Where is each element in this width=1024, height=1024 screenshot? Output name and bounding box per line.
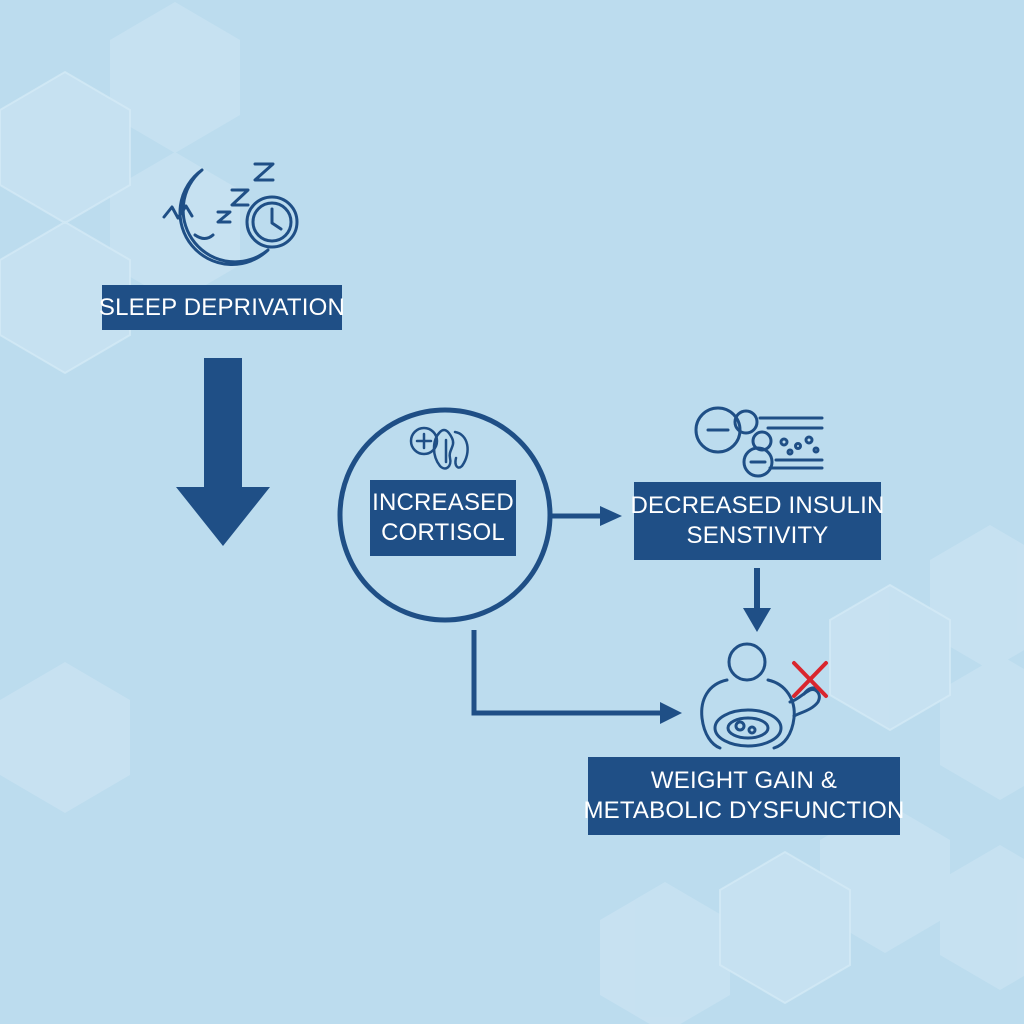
- overweight-person-icon: [700, 642, 821, 750]
- insulin-line-2: SENSTIVITY: [686, 522, 829, 549]
- increased-cortisol-label: INCREASED CORTISOL: [370, 480, 516, 556]
- cortisol-line-2: CORTISOL: [381, 519, 505, 546]
- weight-line-2: METABOLIC DYSFUNCTION: [583, 797, 905, 824]
- weight-line-1: WEIGHT GAIN &: [650, 767, 838, 794]
- adrenal-gland-icon: [409, 426, 469, 470]
- edge-insulin-to-weight-arrow: [743, 568, 771, 632]
- edge-cortisol-to-weight-arrow: [471, 630, 682, 724]
- weight-gain-label: WEIGHT GAIN & METABOLIC DYSFUNCTION: [583, 757, 904, 835]
- insulin-receptor-blood-vessel-icon: [694, 406, 824, 478]
- sleep-deprivation-label: SLEEP DEPRIVATION: [98, 285, 346, 330]
- edge-cortisol-to-insulin-arrow: [552, 506, 622, 526]
- decreased-insulin-label: DECREASED INSULIN SENSTIVITY: [630, 482, 884, 560]
- edge-sleep-to-cortisol-arrow: [176, 358, 270, 546]
- insulin-line-1: DECREASED INSULIN: [630, 492, 885, 519]
- cross-mark-icon: [792, 661, 828, 698]
- cortisol-circle: [337, 407, 553, 623]
- sleep-deprivation-text: SLEEP DEPRIVATION: [98, 293, 346, 321]
- moon-sleep-clock-icon: [162, 162, 299, 266]
- cortisol-line-1: INCREASED: [372, 489, 514, 516]
